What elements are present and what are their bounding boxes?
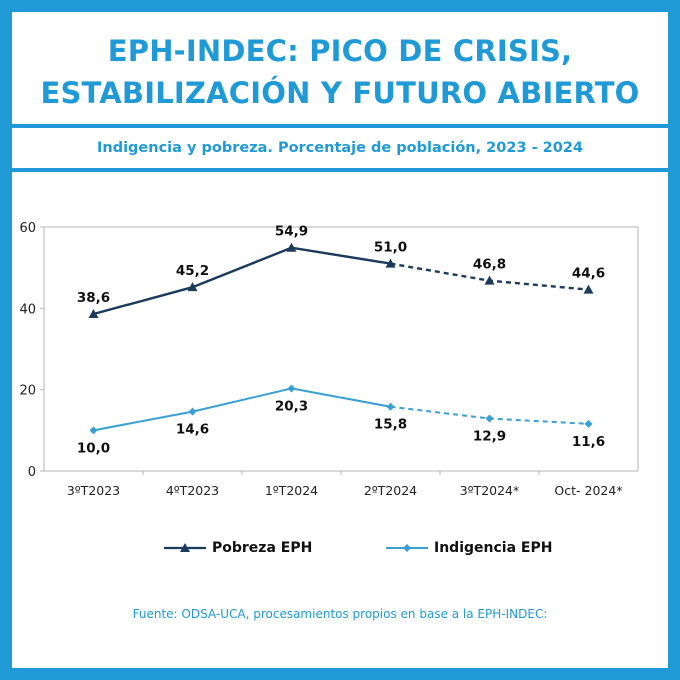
page-title: EPH-INDEC: PICO DE CRISIS, ESTABILIZACIÓ… [12,30,668,114]
chart-legend: Pobreza EPH Indigencia EPH [12,536,668,560]
y-tick-label: 0 [28,465,36,480]
data-label-indigencia: 15,8 [374,417,407,433]
data-label-indigencia: 11,6 [572,434,605,450]
chart-subtitle: Indigencia y pobreza. Porcentaje de pobl… [96,140,584,156]
data-label-pobreza: 54,9 [275,224,308,240]
y-tick-label: 40 [19,302,36,317]
data-point-indigencia [485,414,494,423]
title-line-1: EPH-INDEC: PICO DE CRISIS, [107,34,573,68]
series-line-indigencia-solid [93,387,391,432]
title-line-2: ESTABILIZACIÓN Y FUTURO ABIERTO [40,76,640,110]
data-point-pobreza [385,258,396,268]
data-point-pobreza [88,309,99,319]
data-label-pobreza: 38,6 [77,290,110,306]
divider-top [12,124,668,128]
data-point-pobreza [286,242,297,252]
data-point-pobreza [187,282,198,292]
data-point-indigencia [89,426,98,435]
data-label-pobreza: 46,8 [473,257,506,273]
data-point-pobreza [484,275,495,285]
line-chart: 0 20 40 60 3ºT2023 4ºT2023 1ºT2024 2ºT2024 3ºT20… [19,221,639,498]
data-label-indigencia: 20,3 [275,398,308,414]
data-label-indigencia: 12,9 [473,429,506,445]
data-point-indigencia [386,402,395,411]
legend-swatch-indigencia [386,544,428,552]
x-tick-label: 3ºT2023 [67,483,120,498]
series-line-pobreza-solid [93,246,391,316]
x-tick-label: 3ºT2024* [460,483,520,498]
legend-label-indigencia: Indigencia EPH [434,540,553,556]
legend-swatch-pobreza [164,543,206,552]
data-point-indigencia [584,419,593,428]
data-point-indigencia [287,384,296,393]
x-tick-label: 4ºT2023 [166,483,219,498]
divider-bottom [12,168,668,172]
y-tick-label: 20 [19,384,36,399]
x-tick-label: 1ºT2024 [265,483,318,498]
legend-item-pobreza: Pobreza EPH [162,536,312,560]
infographic-frame: EPH-INDEC: PICO DE CRISIS, ESTABILIZACIÓ… [12,12,668,668]
data-point-indigencia [188,407,197,416]
data-label-pobreza: 44,6 [572,266,605,282]
data-label-pobreza: 51,0 [374,240,407,256]
x-tick-label: 2ºT2024 [364,483,417,498]
data-point-pobreza [583,284,594,294]
legend-label-pobreza: Pobreza EPH [212,540,313,556]
data-label-pobreza: 45,2 [176,263,209,279]
data-label-indigencia: 14,6 [176,422,209,438]
source-note: Fuente: ODSA-UCA, procesamientos propios… [132,607,548,621]
data-label-indigencia: 10,0 [77,440,110,456]
y-tick-label: 60 [19,221,36,236]
x-tick-label: Oct- 2024* [554,483,622,498]
legend-item-indigencia: Indigencia EPH [384,536,552,560]
